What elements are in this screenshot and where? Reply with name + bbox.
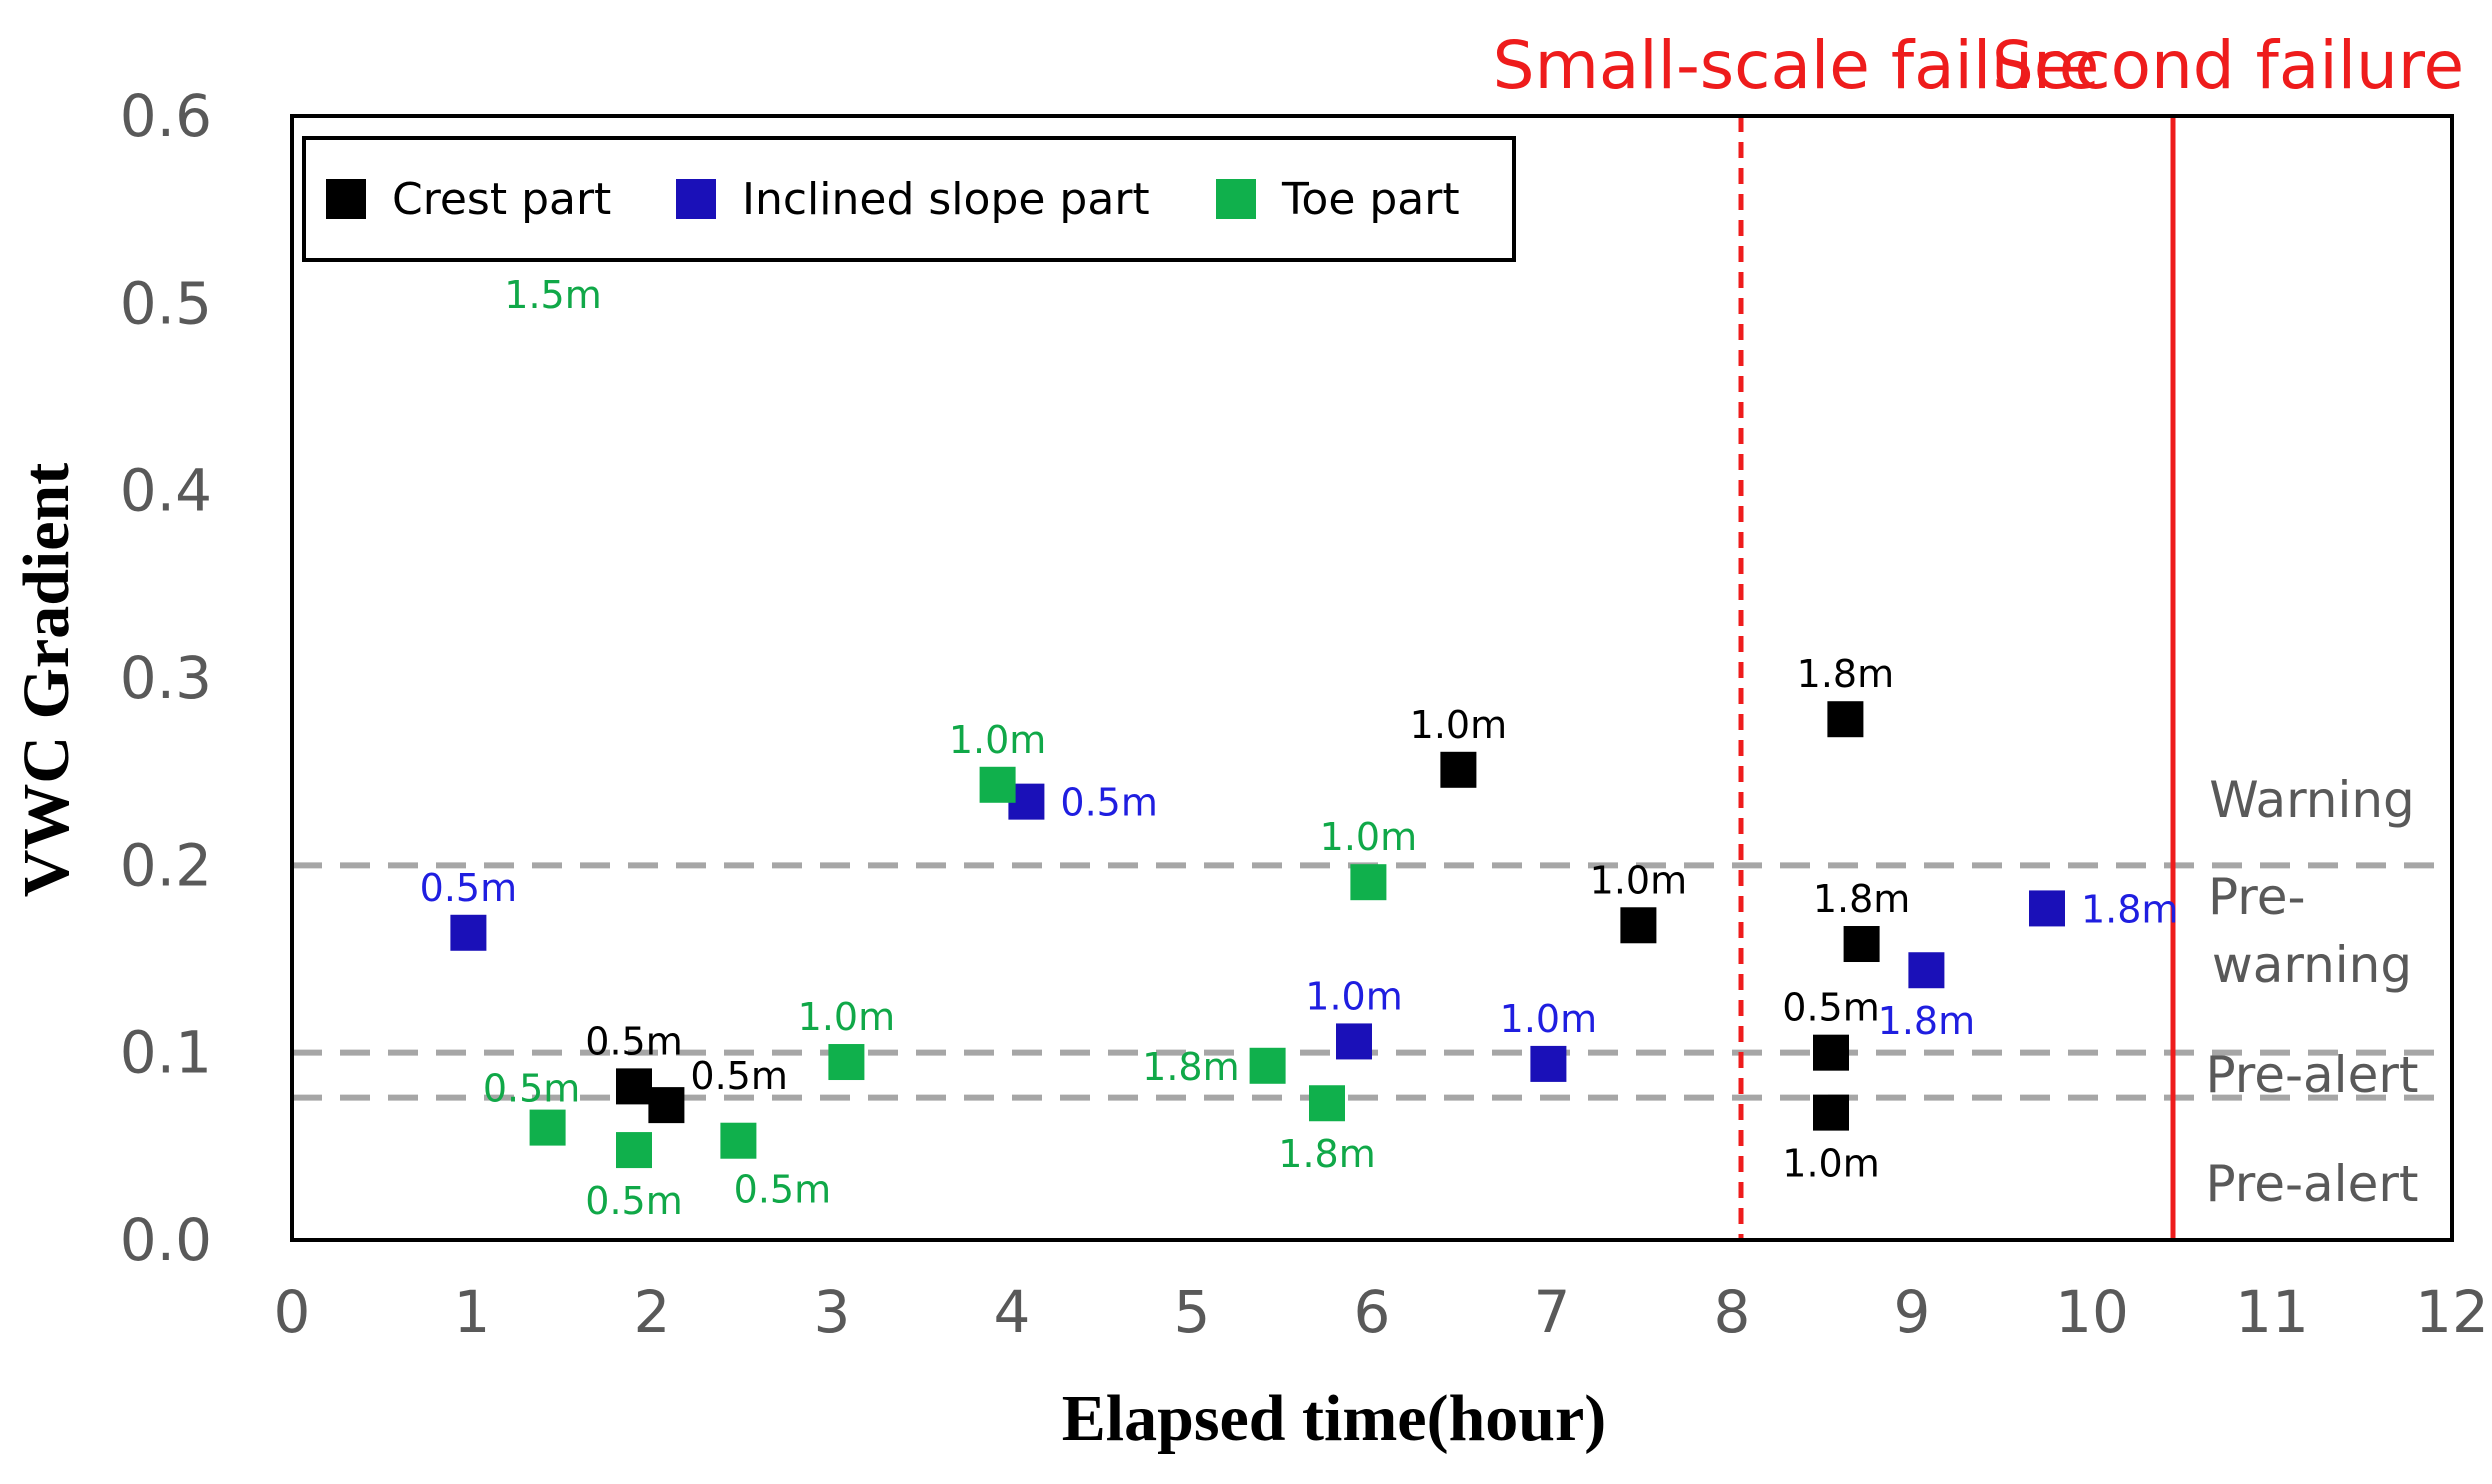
data-point: [1350, 864, 1387, 901]
data-point: [648, 1087, 685, 1124]
data-point: [979, 766, 1016, 803]
point-label: 0.5m: [1060, 781, 1157, 825]
data-point: [828, 1044, 865, 1081]
data-point: [1620, 907, 1657, 944]
plot-area-frame: [290, 114, 2454, 1242]
failure-label: Small-scale failure: [1493, 27, 2100, 104]
zone-label: warning: [2212, 936, 2412, 994]
point-label: 1.0m: [798, 995, 895, 1039]
data-point: [616, 1068, 652, 1105]
point-labels: 0.5m0.5m1.0m1.0m0.5m1.0m1.8m1.8m0.5m0.5m…: [420, 652, 2179, 1223]
point-label: 1.8m: [1813, 877, 1910, 921]
x-axis-ticks: 0 1 2 3 4 5 6 7 8 9 10 11 12: [274, 1278, 2489, 1346]
point-label: 1.8m: [1797, 652, 1894, 696]
point-label: 1.0m: [1500, 997, 1597, 1041]
y-tick-label: 0.4: [120, 457, 212, 525]
x-tick-label: 1: [454, 1278, 491, 1346]
legend-label: Crest part: [392, 174, 611, 225]
legend: Crest part Inclined slope part Toe part: [302, 136, 1516, 262]
point-label: 0.5m: [420, 866, 517, 910]
data-point: [1827, 701, 1864, 738]
point-label: 0.5m: [1782, 986, 1879, 1030]
y-tick-label: 0.6: [120, 82, 212, 150]
data-point: [1908, 952, 1945, 989]
annotation-label: 1.5m: [504, 273, 601, 317]
data-point: [1813, 1034, 1849, 1071]
x-tick-label: 10: [2055, 1278, 2129, 1346]
legend-label: Inclined slope part: [742, 174, 1150, 225]
x-axis-title: Elapsed time(hour): [1062, 1382, 1607, 1455]
point-label: 1.0m: [1410, 703, 1507, 747]
point-label: 1.0m: [949, 718, 1046, 762]
x-tick-label: 9: [1894, 1278, 1931, 1346]
x-tick-label: 3: [814, 1278, 851, 1346]
data-point: [1843, 926, 1880, 963]
data-point: [450, 914, 487, 951]
point-label: 1.0m: [1590, 858, 1687, 902]
point-label: 1.0m: [1782, 1142, 1879, 1186]
x-tick-label: 2: [634, 1278, 671, 1346]
zone-label: Pre-: [2208, 868, 2306, 926]
point-label: 0.5m: [690, 1054, 787, 1098]
y-tick-label: 0.2: [120, 831, 212, 899]
point-label: 0.5m: [734, 1168, 831, 1212]
point-label: 0.5m: [585, 1019, 682, 1063]
point-label: 1.8m: [2081, 887, 2178, 931]
legend-swatch: [1216, 179, 1256, 219]
x-tick-label: 4: [994, 1278, 1031, 1346]
point-label: 1.8m: [1278, 1132, 1375, 1176]
y-tick-label: 0.3: [120, 644, 212, 712]
y-axis-title: VWC Gradient: [10, 463, 83, 898]
data-point: [616, 1132, 652, 1169]
data-point: [1309, 1085, 1345, 1122]
point-label: 1.0m: [1320, 815, 1417, 859]
x-tick-label: 12: [2415, 1278, 2489, 1346]
data-point: [1249, 1047, 1286, 1084]
zone-labels: Warning Pre-warning Pre-alert Pre-alert: [2206, 771, 2419, 1213]
data-point: [2029, 890, 2065, 927]
y-tick-label: 0.0: [120, 1206, 212, 1274]
data-point: [720, 1122, 757, 1159]
point-label: 1.8m: [1142, 1045, 1239, 1089]
data-point: [1813, 1094, 1849, 1131]
data-points: [450, 701, 2065, 1169]
point-label: 0.5m: [585, 1179, 682, 1223]
x-tick-label: 6: [1354, 1278, 1391, 1346]
annotations: 1.5m: [504, 273, 601, 317]
zone-label: Pre-alert: [2206, 1155, 2419, 1213]
data-point: [529, 1109, 566, 1146]
legend-swatch: [326, 179, 366, 219]
y-axis-ticks: 0.0 0.1 0.2 0.3 0.4 0.5 0.6: [120, 82, 212, 1274]
x-tick-label: 0: [274, 1278, 311, 1346]
x-tick-label: 8: [1714, 1278, 1751, 1346]
data-point: [1440, 751, 1477, 788]
x-tick-label: 5: [1174, 1278, 1211, 1346]
point-label: 0.5m: [483, 1067, 580, 1111]
y-tick-label: 0.5: [120, 269, 212, 337]
data-point: [1336, 1023, 1372, 1060]
point-label: 1.8m: [1878, 999, 1975, 1043]
data-point: [1530, 1045, 1567, 1082]
point-label: 1.0m: [1305, 974, 1402, 1018]
legend-swatch: [676, 179, 716, 219]
legend-label: Toe part: [1281, 174, 1460, 225]
zone-label: Warning: [2209, 771, 2415, 829]
failure-label: Second failure: [1992, 27, 2464, 104]
zone-label: Pre-alert: [2206, 1046, 2419, 1104]
legend-box: [302, 136, 1516, 262]
x-tick-label: 11: [2235, 1278, 2309, 1346]
y-tick-label: 0.1: [120, 1019, 212, 1087]
x-tick-label: 7: [1534, 1278, 1571, 1346]
